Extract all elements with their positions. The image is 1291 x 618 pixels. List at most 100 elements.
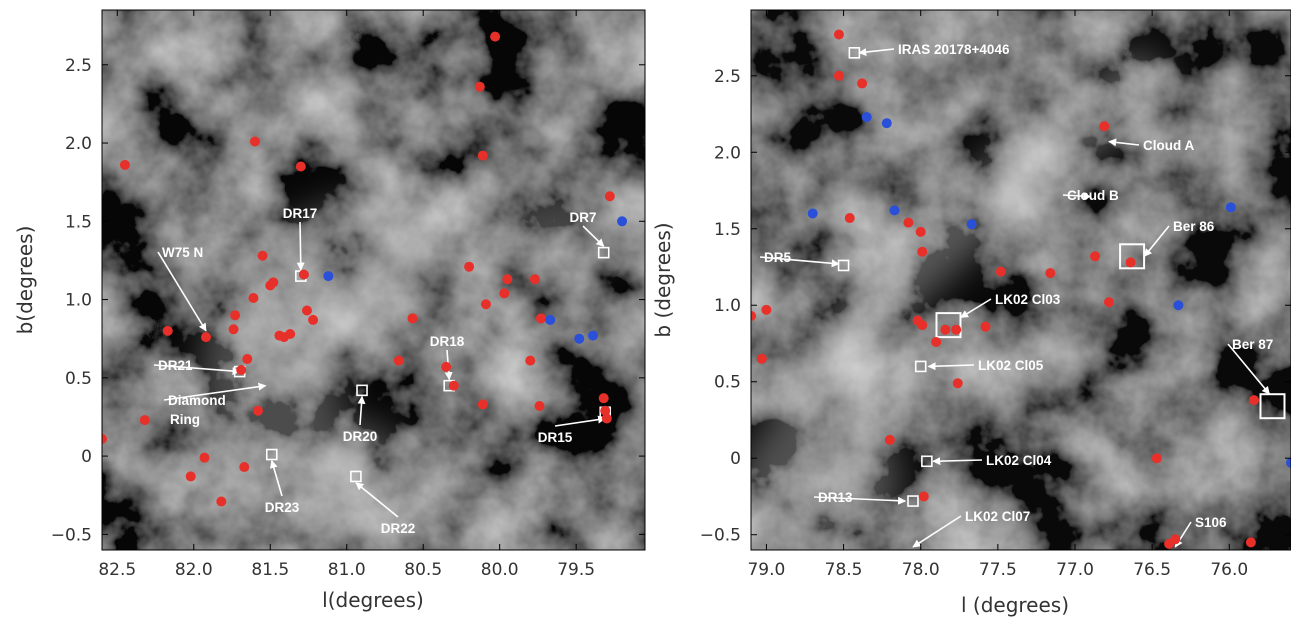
right-markers xyxy=(751,29,1291,549)
right-x-axis-label: l (degrees) xyxy=(961,593,1069,617)
right-red-marker xyxy=(952,378,963,389)
right-x-tick-label: 77.0 xyxy=(1056,560,1094,580)
left-red-marker xyxy=(464,261,475,272)
right-annotation-label: LK02 Cl05 xyxy=(978,358,1044,373)
left-annotation-arrow xyxy=(157,251,207,332)
right-annotation-arrow xyxy=(858,48,895,57)
right-blue-marker xyxy=(1286,457,1291,468)
right-annotation-arrow xyxy=(1108,138,1140,147)
right-y-axis-label: b (degrees) xyxy=(651,222,675,337)
left-x-tick-label: 82.0 xyxy=(175,560,213,580)
right-region-box xyxy=(921,455,933,468)
right-y-tick-label: 0.5 xyxy=(714,373,741,393)
right-red-marker xyxy=(1090,251,1101,262)
left-red-marker xyxy=(201,332,212,343)
right-region-box xyxy=(914,360,927,373)
left-red-marker xyxy=(477,399,488,410)
left-red-marker xyxy=(253,405,264,416)
right-red-marker xyxy=(951,324,962,335)
right-red-marker xyxy=(844,213,855,224)
left-red-marker xyxy=(474,81,485,92)
right-annotation-label: DR13 xyxy=(818,490,853,505)
right-annotation-label: Cloud A xyxy=(1143,138,1194,153)
left-blue-marker xyxy=(587,330,598,341)
right-x-tick-label: 76.0 xyxy=(1210,560,1248,580)
right-red-marker xyxy=(917,246,928,257)
left-annotation-label: DR21 xyxy=(158,358,193,373)
right-red-marker xyxy=(833,70,844,81)
right-region-box xyxy=(907,495,919,507)
right-red-marker xyxy=(884,434,895,445)
left-annotation-label: DR7 xyxy=(569,210,596,225)
left-annotation-label: DR18 xyxy=(430,334,465,349)
right-red-marker xyxy=(917,320,928,331)
left-red-marker xyxy=(199,452,210,463)
right-red-marker xyxy=(940,324,951,335)
right-blue-marker xyxy=(1173,300,1184,311)
left-x-tick-label: 81.0 xyxy=(328,560,366,580)
left-red-marker xyxy=(185,471,196,482)
left-annotation-arrows xyxy=(153,221,607,518)
right-blue-marker xyxy=(1225,202,1236,213)
left-annotation-label: DR23 xyxy=(265,500,300,515)
left-red-marker xyxy=(139,415,150,426)
left-annotation-arrow xyxy=(163,382,267,401)
left-region-box xyxy=(597,246,610,259)
left-blue-marker xyxy=(617,216,628,227)
right-x-tick-label: 76.5 xyxy=(1133,560,1171,580)
left-annotation-arrow xyxy=(357,395,366,426)
left-red-marker xyxy=(529,274,540,285)
left-blue-marker xyxy=(574,333,585,344)
left-red-marker xyxy=(239,462,250,473)
left-red-marker xyxy=(102,433,107,444)
right-red-marker xyxy=(1103,297,1114,308)
left-red-marker xyxy=(285,329,296,339)
right-annotation-arrow xyxy=(1227,343,1271,395)
left-y-tick-label: 1.5 xyxy=(65,212,92,232)
right-annotation-arrow xyxy=(813,496,907,505)
right-x-tick-label: 78.5 xyxy=(825,560,863,580)
right-plot-frame xyxy=(750,9,1291,551)
right-y-tick-label: 0 xyxy=(730,449,741,469)
left-region-box xyxy=(265,448,278,461)
right-annotation-arrow xyxy=(932,457,983,466)
right-annotation-arrow xyxy=(1062,192,1092,201)
left-blue-marker xyxy=(323,271,334,282)
left-annotation-arrow xyxy=(269,460,283,497)
left-annotation-arrow xyxy=(582,225,605,247)
left-red-marker xyxy=(600,405,611,416)
right-y-ticks: −0.5 0 0.5 1.0 1.5 2.0 2.5 xyxy=(700,67,1291,546)
left-red-marker xyxy=(502,274,513,285)
left-red-marker xyxy=(295,161,306,172)
right-annotation-label: LK02 Cl03 xyxy=(995,292,1061,307)
right-red-marker xyxy=(931,336,942,347)
right-annotation-label: IRAS 20178+4046 xyxy=(898,42,1010,57)
left-annotation-label: DR15 xyxy=(538,430,573,445)
right-red-marker xyxy=(1170,534,1181,545)
left-red-marker xyxy=(230,310,241,321)
right-annotation-label: Ber 87 xyxy=(1232,337,1273,352)
left-red-marker xyxy=(601,413,612,424)
left-red-marker xyxy=(301,305,312,316)
left-annotation-arrow xyxy=(355,482,399,518)
right-x-tick-label: 79.0 xyxy=(747,560,785,580)
left-red-marker xyxy=(298,269,309,280)
left-red-marker xyxy=(534,401,545,411)
right-annotation-arrow xyxy=(927,362,975,371)
left-red-marker xyxy=(499,288,510,299)
left-red-marker xyxy=(216,496,227,507)
right-annotation-labels: IRAS 20178+4046 Cloud A Cloud B Ber 86 DR5 LK… xyxy=(764,42,1273,530)
right-red-marker xyxy=(995,266,1006,277)
right-blue-marker xyxy=(966,219,977,230)
left-red-marker xyxy=(598,393,609,404)
left-annotation-label: W75 N xyxy=(162,245,203,260)
right-red-marker xyxy=(751,310,756,321)
right-y-tick-label: 2.0 xyxy=(714,143,741,163)
right-red-marker xyxy=(980,321,991,332)
right-blue-marker xyxy=(889,205,900,216)
right-red-marker xyxy=(915,226,926,237)
right-red-marker xyxy=(918,491,929,502)
left-annotation-label: DR17 xyxy=(283,206,318,221)
left-red-marker xyxy=(268,277,279,288)
left-red-marker xyxy=(407,313,418,324)
